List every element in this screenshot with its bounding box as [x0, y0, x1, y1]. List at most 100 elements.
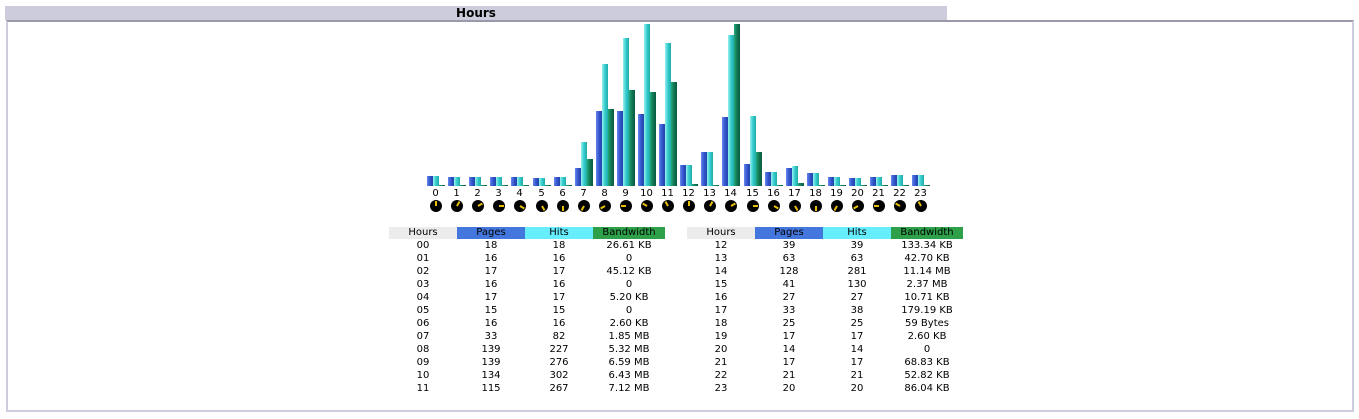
cell-hits: 82	[552, 331, 566, 342]
bandwidth-bar	[713, 185, 719, 186]
hour-tick-label: 8	[601, 188, 608, 199]
clock-icon	[430, 200, 442, 212]
bandwidth-bar	[734, 24, 740, 186]
pages-bar	[427, 176, 433, 186]
clock-icon	[852, 200, 864, 212]
pages-bar	[596, 111, 602, 186]
bandwidth-bar	[819, 185, 825, 186]
cell-hits: 302	[549, 370, 569, 381]
cell-bandwidth: 5.32 MB	[608, 344, 650, 355]
cell-hour: 09	[416, 357, 430, 368]
cell-hour: 23	[714, 383, 728, 394]
hour-tick-label: 9	[622, 188, 629, 199]
cell-hits: 17	[552, 266, 566, 277]
cell-bandwidth: 2.37 MB	[906, 279, 948, 290]
clock-icon	[831, 200, 843, 212]
cell-hits: 267	[549, 383, 569, 394]
cell-hour: 06	[416, 318, 430, 329]
clock-icon	[873, 200, 885, 212]
clock-icon	[725, 200, 737, 212]
cell-bandwidth: 86.04 KB	[904, 383, 950, 394]
hour-tick-label: 7	[580, 188, 587, 199]
cell-hour: 10	[416, 370, 430, 381]
table-row: 04 17 17 5.20 KB	[389, 291, 665, 304]
cell-bandwidth: 2.60 KB	[907, 331, 947, 342]
cell-hour: 18	[714, 318, 728, 329]
hits-bar	[918, 175, 924, 186]
table-row: 01 16 16 0	[389, 252, 665, 265]
bandwidth-bar	[460, 185, 466, 186]
hour-tick-label: 18	[809, 188, 822, 199]
cell-bandwidth: 42.70 KB	[904, 253, 950, 264]
pages-bar	[870, 177, 876, 186]
table-row: 18 25 25 59 Bytes	[687, 317, 963, 330]
hits-bar	[707, 152, 713, 186]
table-row: 00 18 18 26.61 KB	[389, 239, 665, 252]
pages-bar	[786, 168, 792, 186]
cell-hits: 17	[850, 357, 864, 368]
hits-bar	[771, 172, 777, 186]
pages-bar	[617, 111, 623, 186]
pages-bar	[765, 172, 771, 186]
pages-bar	[744, 164, 750, 186]
cell-pages: 139	[481, 344, 501, 355]
hits-bar	[644, 24, 650, 186]
col-hits: Hits	[823, 227, 891, 239]
table-row: 08 139 227 5.32 MB	[389, 343, 665, 356]
clock-icon	[789, 200, 801, 212]
hits-bar	[581, 142, 587, 186]
col-bandwidth: Bandwidth	[593, 227, 665, 239]
cell-hour: 03	[416, 279, 430, 290]
hits-bar	[792, 166, 798, 186]
hours-panel	[6, 20, 1354, 412]
hour-tick-label: 5	[538, 188, 545, 199]
cell-hour: 17	[714, 305, 728, 316]
cell-hour: 02	[416, 266, 430, 277]
cell-pages: 39	[782, 240, 796, 251]
bandwidth-bar	[481, 185, 487, 186]
cell-hits: 39	[850, 240, 864, 251]
table-row: 11 115 267 7.12 MB	[389, 382, 665, 395]
cell-hits: 14	[850, 344, 864, 355]
bandwidth-bar	[545, 185, 551, 186]
bandwidth-bar	[523, 185, 529, 186]
bandwidth-bar	[840, 185, 846, 186]
cell-pages: 17	[484, 292, 498, 303]
hits-bar	[454, 177, 460, 186]
col-bandwidth: Bandwidth	[891, 227, 963, 239]
bandwidth-bar	[777, 185, 783, 186]
clock-icon	[472, 200, 484, 212]
clock-icon	[599, 200, 611, 212]
pages-bar	[554, 177, 560, 186]
cell-hour: 16	[714, 292, 728, 303]
pages-bar	[511, 177, 517, 186]
clock-icon	[915, 200, 927, 212]
hour-tick-label: 12	[682, 188, 695, 199]
pages-bar	[912, 175, 918, 186]
cell-hour: 12	[714, 240, 728, 251]
table-row: 02 17 17 45.12 KB	[389, 265, 665, 278]
pages-bar	[448, 177, 454, 186]
hour-tick-label: 14	[724, 188, 737, 199]
table-row: 17 33 38 179.19 KB	[687, 304, 963, 317]
cell-pages: 33	[484, 331, 498, 342]
hits-bar	[602, 64, 608, 186]
cell-pages: 134	[481, 370, 501, 381]
hour-tick-label: 3	[495, 188, 502, 199]
cell-pages: 15	[484, 305, 498, 316]
hour-tick-label: 22	[893, 188, 906, 199]
cell-hits: 21	[850, 370, 864, 381]
bandwidth-bar	[861, 185, 867, 186]
pages-bar	[807, 173, 813, 186]
table-row: 07 33 82 1.85 MB	[389, 330, 665, 343]
cell-pages: 115	[481, 383, 501, 394]
table-row: 14 128 281 11.14 MB	[687, 265, 963, 278]
table-row: 16 27 27 10.71 KB	[687, 291, 963, 304]
cell-hits: 63	[850, 253, 864, 264]
cell-pages: 128	[779, 266, 799, 277]
hour-tick-label: 23	[914, 188, 927, 199]
hits-bar	[686, 165, 692, 186]
cell-hour: 07	[416, 331, 430, 342]
hour-tick-label: 11	[661, 188, 674, 199]
cell-hits: 20	[850, 383, 864, 394]
